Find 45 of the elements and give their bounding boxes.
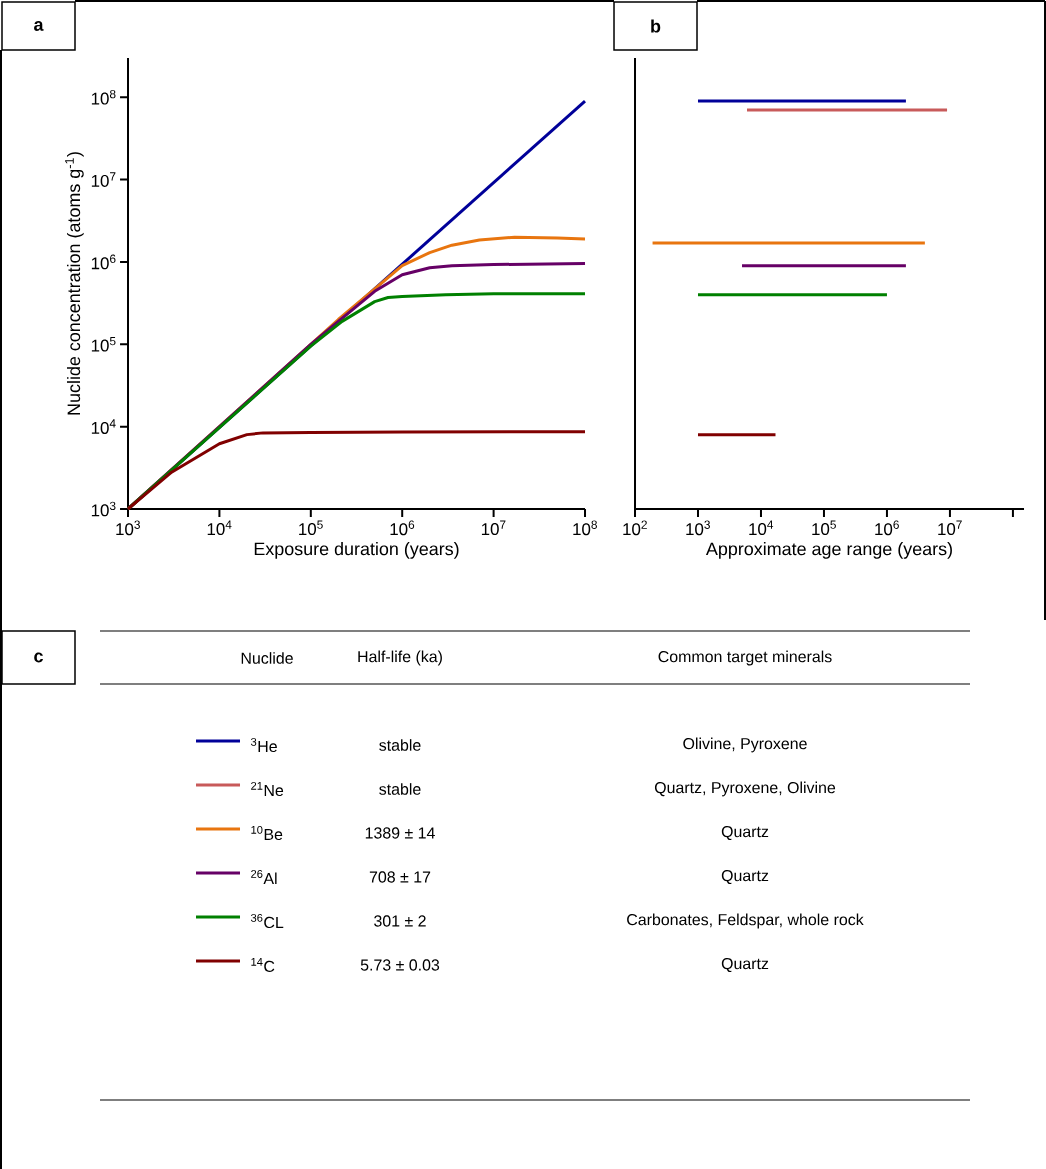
text: Quartz	[721, 957, 769, 973]
text: Nuclide	[241, 652, 293, 664]
text: Olivine, Pyroxene	[683, 737, 807, 753]
text: 1389 ± 14	[365, 827, 435, 839]
text: Quartz	[721, 869, 769, 885]
x-tick-label: 10$^{6}$	[390, 520, 415, 536]
x-tick-label: 10$^{3}$	[686, 520, 710, 536]
x-tick-label: 10$^{8}$	[573, 520, 597, 536]
text: stable	[379, 783, 421, 795]
x-tick-label: 10$^{2}$	[623, 520, 647, 536]
text: Carbonates, Feldspar, whole rock	[627, 913, 864, 929]
x-axis-title: Approximate age range (years)	[705, 542, 952, 559]
legend-label: $^{26}$Al	[251, 869, 277, 885]
chart-title: b	[651, 19, 661, 33]
x-tick-label: 10$^{4}$	[207, 520, 232, 536]
text: Half-life (ka)	[358, 650, 442, 666]
text: 5.73 ± 0.03	[360, 959, 440, 971]
chart-title: a	[34, 21, 44, 31]
x-tick-label: 10$^{4}$	[749, 520, 774, 536]
legend-label: $^{14}$C	[251, 957, 275, 973]
y-tick-label: 10$^{8}$	[91, 89, 116, 105]
y-tick-label: 10$^{5}$	[91, 337, 116, 352]
x-tick-label: 10$^{3}$	[116, 520, 140, 536]
text: c	[34, 652, 43, 663]
y-tick-label: 10$^{3}$	[91, 501, 116, 517]
legend-label: $^{36}$CL	[250, 913, 284, 929]
text: Common target minerals	[658, 650, 832, 666]
legend-label: $^{10}$Be	[251, 825, 283, 841]
x-tick-label: 10$^{7}$	[938, 520, 962, 536]
text: stable	[379, 739, 421, 751]
y-tick-label: 10$^{7}$	[91, 172, 116, 187]
text: 708 ± 17	[369, 871, 431, 883]
legend-label: $^{21}$Ne	[251, 781, 284, 797]
text: Quartz, Pyroxene, Olivine	[654, 781, 836, 797]
legend-label: $^{3}$He	[250, 737, 277, 753]
x-tick-label: 10$^{7}$	[481, 520, 506, 536]
x-axis-title: Exposure duration (years)	[254, 542, 459, 559]
y-tick-label: 10$^{4}$	[91, 419, 116, 434]
y-tick-label: 10$^{6}$	[91, 254, 116, 270]
x-tick-label: 10$^{6}$	[875, 520, 899, 536]
x-tick-label: 10$^{5}$	[812, 520, 836, 536]
text: Quartz	[721, 825, 769, 841]
x-tick-label: 10$^{5}$	[299, 520, 323, 536]
y-axis-title: Nuclide concentration (atoms g$^{-1}$)	[65, 152, 84, 415]
text: 301 ± 2	[374, 915, 426, 927]
